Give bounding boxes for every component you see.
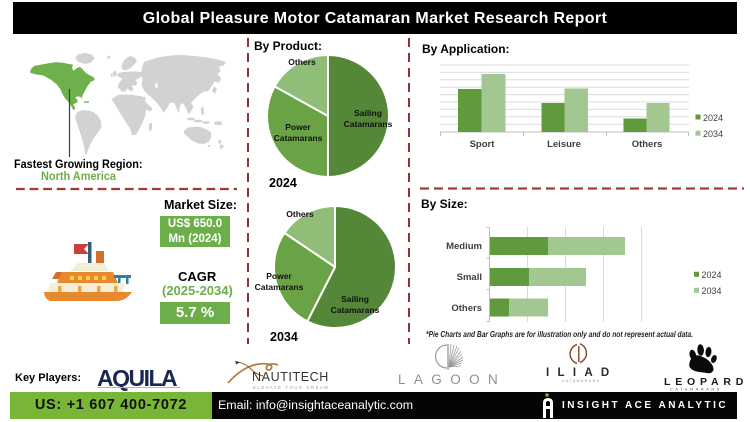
svg-text:LEOPARD: LEOPARD (664, 376, 748, 388)
svg-text:CATAMARANS: CATAMARANS (562, 379, 600, 383)
svg-text:ILIAD: ILIAD (546, 367, 618, 379)
svg-text:CATAMARANS: CATAMARANS (670, 388, 722, 392)
svg-text:ELEVATE YOUR DREAM: ELEVATE YOUR DREAM (253, 385, 330, 390)
svg-text:LAGOON: LAGOON (398, 372, 506, 387)
svg-text:NAUTITECH: NAUTITECH (252, 370, 329, 384)
